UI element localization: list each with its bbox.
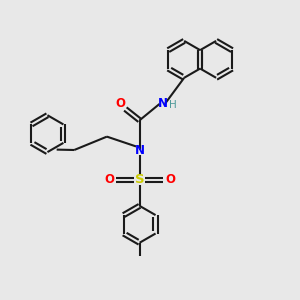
Text: O: O [104,173,114,186]
Text: O: O [165,173,175,186]
Text: N: N [158,98,167,110]
Text: S: S [135,173,144,186]
Text: O: O [115,98,125,110]
Text: N: N [135,143,145,157]
Text: H: H [169,100,177,110]
